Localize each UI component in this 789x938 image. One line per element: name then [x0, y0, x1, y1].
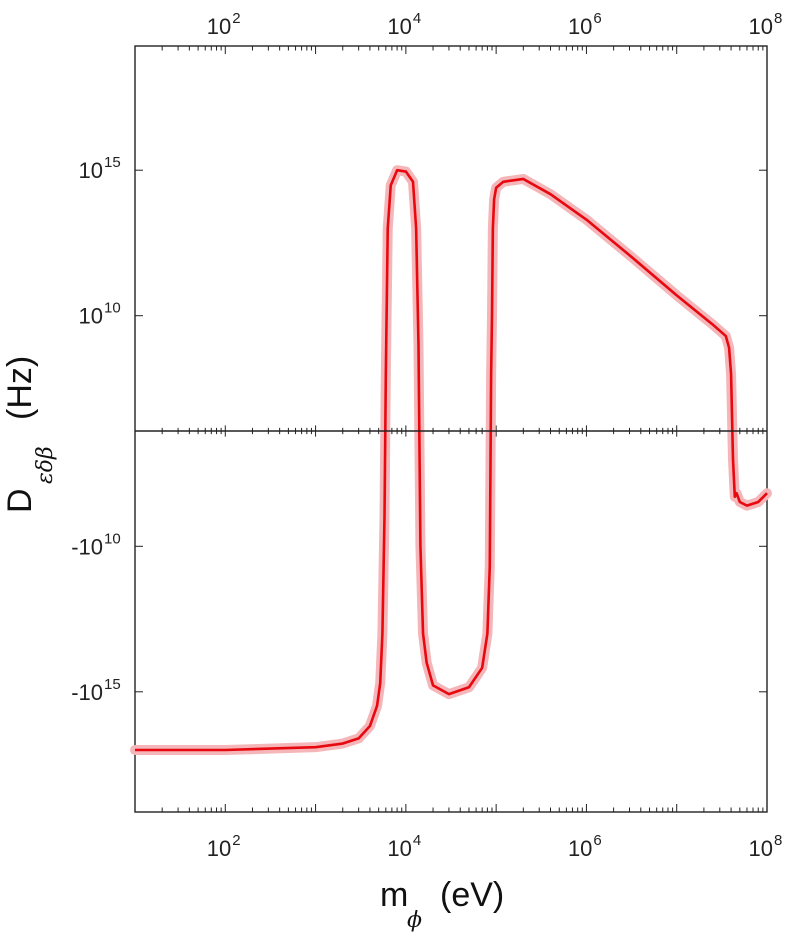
series-line-group — [135, 168, 768, 752]
x-tick-base: 10 — [749, 14, 773, 39]
x-tick-exponent: 4 — [413, 832, 421, 849]
x-axis-label: m ϕ (eV) — [380, 876, 504, 933]
x-tick-base: 10 — [749, 836, 773, 861]
x-tick-label-top: 10 8 — [749, 10, 783, 39]
plot-area — [130, 45, 772, 813]
x-tick-base: 10 — [387, 836, 411, 861]
x-tick-label-top: 10 2 — [207, 10, 241, 39]
x-tick-label-bottom: 10 6 — [568, 832, 602, 861]
uncertainty-band — [130, 165, 772, 755]
uncertainty-band-group — [130, 165, 772, 755]
y-tick-base: -10 — [71, 534, 103, 559]
x-tick-base: 10 — [207, 14, 231, 39]
y-tick-label: 10 15 — [79, 154, 121, 183]
x-tick-exponent: 8 — [774, 10, 782, 27]
x-tick-exponent: 8 — [774, 832, 782, 849]
x-tick-base: 10 — [568, 836, 592, 861]
x-tick-exponent: 6 — [593, 10, 601, 27]
x-tick-base: 10 — [387, 14, 411, 39]
y-axis-label: D εδβ (Hz) — [1, 356, 58, 513]
y-tick-exponent: 10 — [104, 300, 121, 317]
x-tick-label-top: 10 6 — [568, 10, 602, 39]
x-tick-exponent: 4 — [413, 10, 421, 27]
series-line — [135, 168, 768, 752]
x-tick-label-top: 10 4 — [387, 10, 421, 39]
y-tick-base: -10 — [71, 680, 103, 705]
x-tick-exponent: 2 — [232, 832, 240, 849]
x-tick-label-bottom: 10 8 — [749, 832, 783, 861]
x-axis-label-main: m — [380, 876, 408, 914]
x-tick-label-bottom: 10 2 — [207, 832, 241, 861]
x-axis-label-subscript: ϕ — [407, 908, 422, 933]
x-tick-exponent: 2 — [232, 10, 240, 27]
x-tick-label-bottom: 10 4 — [387, 832, 421, 861]
y-axis-label-main: D — [1, 488, 39, 513]
y-axis-label-unit: (Hz) — [1, 356, 39, 420]
y-tick-label: -10 15 — [71, 676, 120, 705]
y-tick-label: 10 10 — [79, 300, 121, 329]
y-tick-base: 10 — [79, 304, 103, 329]
x-tick-base: 10 — [568, 14, 592, 39]
x-tick-exponent: 6 — [593, 832, 601, 849]
y-tick-label: -10 10 — [71, 530, 120, 559]
y-tick-base: 10 — [79, 158, 103, 183]
x-tick-base: 10 — [207, 836, 231, 861]
y-axis-label-subscript: εδβ — [33, 446, 58, 484]
y-tick-exponent: 15 — [104, 154, 121, 171]
y-tick-exponent: 10 — [104, 530, 121, 547]
x-axis-label-unit: (eV) — [440, 876, 504, 914]
y-tick-exponent: 15 — [104, 676, 121, 693]
